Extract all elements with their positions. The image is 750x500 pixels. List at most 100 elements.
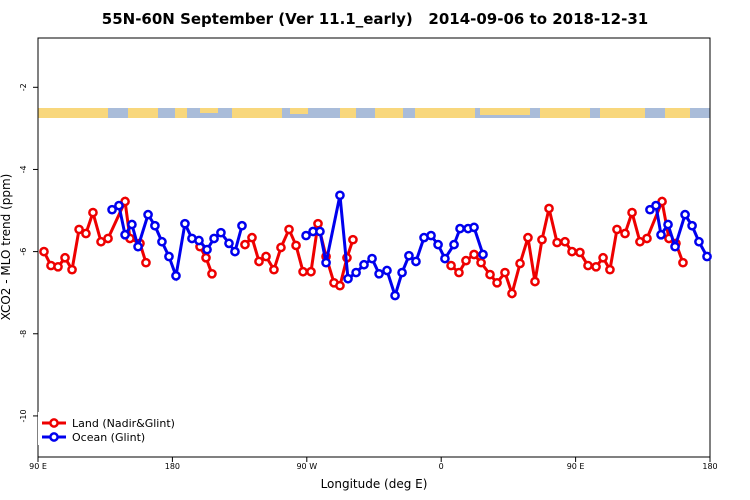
data-point — [60, 252, 70, 263]
data-point — [605, 264, 615, 275]
legend: Land (Nadir&Glint)Ocean (Glint) — [38, 412, 183, 445]
data-point — [583, 260, 593, 271]
data-point — [359, 259, 369, 270]
data-point — [254, 256, 264, 267]
data-point — [552, 237, 562, 248]
data-point — [201, 252, 211, 263]
data-point — [702, 251, 712, 262]
data-point — [567, 246, 577, 257]
data-point — [180, 218, 190, 229]
data-point — [164, 251, 174, 262]
data-point — [397, 267, 407, 278]
data-point — [53, 261, 63, 272]
x-tick-label: 180 — [702, 462, 717, 471]
data-point — [485, 269, 495, 280]
y-tick-label: -10 — [19, 409, 28, 422]
data-point — [343, 273, 353, 284]
map-strip — [38, 108, 710, 118]
data-point — [627, 207, 637, 218]
data-point — [261, 251, 271, 262]
data-point — [515, 258, 525, 269]
data-point — [612, 224, 622, 235]
data-point — [114, 200, 124, 211]
data-point — [133, 241, 143, 252]
data-point — [284, 224, 294, 235]
data-point — [469, 222, 479, 233]
data-point — [194, 235, 204, 246]
chart-title: 55N-60N September (Ver 11.1_early) 2014-… — [102, 10, 648, 28]
y-axis-label: XCO2 - MLO trend (ppm) — [0, 174, 13, 321]
series-line — [243, 223, 355, 288]
data-point — [374, 268, 384, 279]
data-point — [670, 241, 680, 252]
data-point — [335, 190, 345, 201]
x-tick-label: 90 E — [567, 462, 585, 471]
data-point — [478, 249, 488, 260]
data-point — [433, 239, 443, 250]
data-point — [507, 288, 517, 299]
data-point — [207, 268, 217, 279]
data-point — [694, 236, 704, 247]
data-point — [240, 239, 250, 250]
data-point — [620, 228, 630, 239]
x-tick-label: 180 — [165, 462, 180, 471]
data-point — [537, 234, 547, 245]
data-point — [315, 226, 325, 237]
data-point — [656, 229, 666, 240]
data-point — [367, 253, 377, 264]
data-point — [663, 219, 673, 230]
data-point — [306, 266, 316, 277]
data-point — [591, 261, 601, 272]
data-point — [680, 209, 690, 220]
data-point — [476, 257, 486, 268]
data-point — [449, 239, 459, 250]
data-point — [321, 257, 331, 268]
x-tick-label: 90 W — [296, 462, 317, 471]
data-point — [492, 277, 502, 288]
data-point — [39, 246, 49, 257]
x-axis-label: Longitude (deg E) — [321, 477, 428, 491]
data-point — [411, 256, 421, 267]
y-tick-label: -4 — [19, 165, 28, 173]
y-tick-label: -6 — [19, 248, 28, 256]
data-point — [440, 253, 450, 264]
legend-marker — [49, 432, 59, 442]
data-point — [269, 264, 279, 275]
x-tick-label: 90 E — [29, 462, 47, 471]
series-line — [450, 196, 685, 299]
data-point — [141, 257, 151, 268]
data-point — [301, 230, 311, 241]
data-point — [313, 218, 323, 229]
data-point — [103, 233, 113, 244]
data-point — [276, 242, 286, 253]
data-point — [291, 240, 301, 251]
data-point — [230, 246, 240, 257]
data-point — [202, 244, 212, 255]
data-point — [171, 270, 181, 281]
data-point — [651, 200, 661, 211]
data-point — [426, 230, 436, 241]
data-point — [454, 267, 464, 278]
data-point — [382, 265, 392, 276]
data-point — [455, 223, 465, 234]
data-point — [247, 232, 257, 243]
data-point — [298, 266, 308, 277]
data-point — [446, 260, 456, 271]
data-point — [678, 257, 688, 268]
data-point — [500, 267, 510, 278]
data-point — [390, 290, 400, 301]
data-point — [209, 233, 219, 244]
data-point — [687, 220, 697, 231]
y-tick-label: -2 — [19, 83, 28, 91]
legend-marker — [49, 418, 59, 428]
y-tick-label: -8 — [19, 330, 28, 338]
data-point — [404, 250, 414, 261]
plot-frame — [37, 37, 711, 458]
legend-label: Land (Nadir&Glint) — [72, 417, 175, 430]
legend-label: Ocean (Glint) — [72, 431, 145, 444]
data-point — [335, 280, 345, 291]
data-point — [351, 267, 361, 278]
data-point — [88, 207, 98, 218]
data-point — [67, 264, 77, 275]
data-point — [237, 220, 247, 231]
